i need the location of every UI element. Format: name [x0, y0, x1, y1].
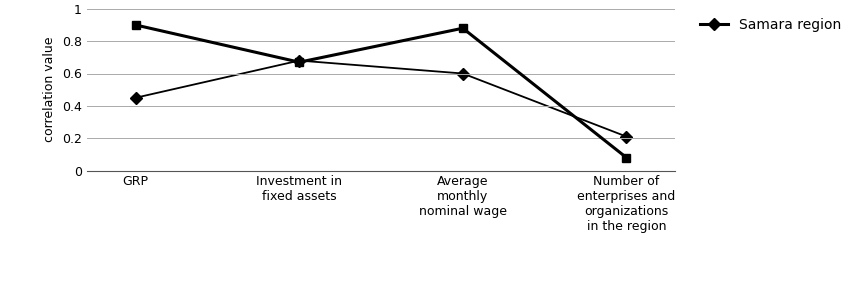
Y-axis label: correlation value: correlation value: [43, 37, 56, 142]
Legend: Samara region: Samara region: [695, 13, 846, 38]
